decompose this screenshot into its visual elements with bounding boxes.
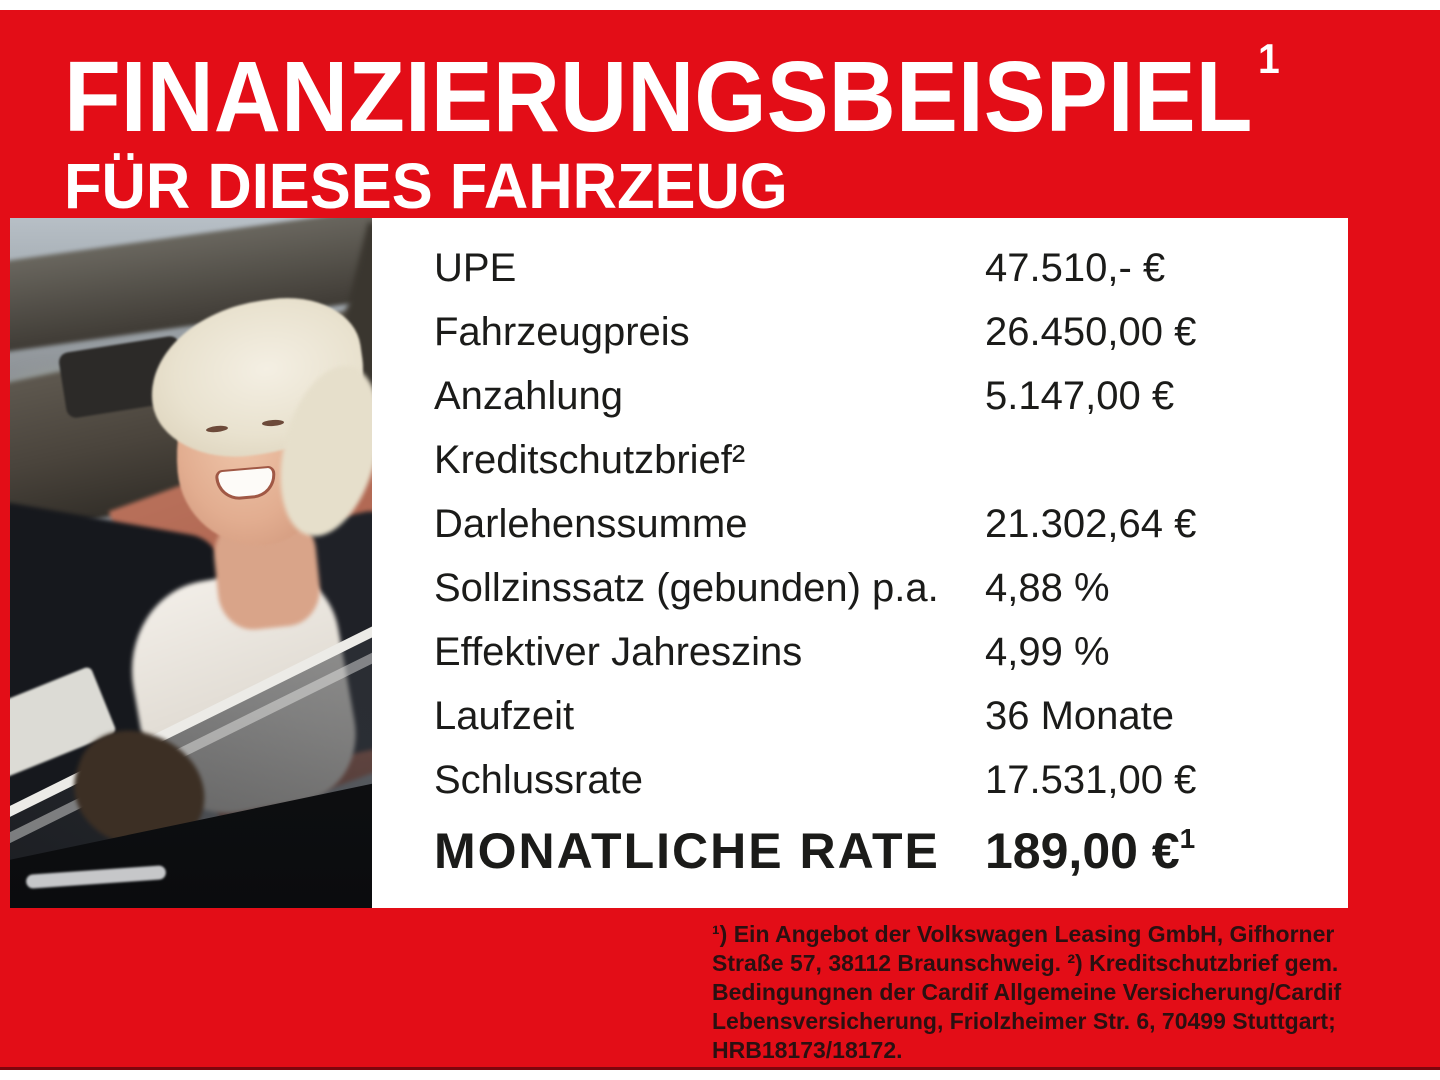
row-value: 47.510,- €: [985, 245, 1166, 290]
divider: [0, 1067, 1440, 1070]
row-label: Anzahlung: [434, 373, 624, 418]
header: FINANZIERUNGSBEISPIEL 1 FÜR DIESES FAHRZE…: [64, 35, 1371, 222]
table-row: Sollzinssatz (gebunden) p.a. 4,88 %: [434, 556, 1348, 620]
table-row: Kreditschutzbrief²: [434, 428, 1348, 492]
row-label: UPE: [434, 245, 517, 290]
table-row: Schlussrate 17.531,00 €: [434, 748, 1348, 812]
page-title: FINANZIERUNGSBEISPIEL 1: [64, 35, 1280, 148]
table-row: Anzahlung 5.147,00 €: [434, 364, 1348, 428]
row-label: Schlussrate: [434, 757, 643, 802]
footnote-line: Straße 57, 38112 Braunschweig. ²) Kredit…: [712, 950, 1339, 976]
row-value: 4,88 %: [985, 565, 1110, 610]
page-subtitle: FÜR DIESES FAHRZEUG: [64, 150, 788, 222]
row-value: 21.302,64 €: [985, 501, 1197, 546]
footnote-line: HRB18173/18172.: [712, 1037, 903, 1063]
row-label: Darlehenssumme: [434, 501, 748, 546]
monthly-rate-superscript: 1: [1179, 823, 1196, 854]
monthly-rate-amount: 189,00 €: [985, 823, 1180, 879]
monthly-rate-row: MONATLICHE RATE 189,00 €1: [434, 812, 1348, 890]
footnote-line: ¹) Ein Angebot der Volkswagen Leasing Gm…: [712, 921, 1335, 947]
table-row: Laufzeit 36 Monate: [434, 684, 1348, 748]
table-row: UPE 47.510,- €: [434, 236, 1348, 300]
row-label: Sollzinssatz (gebunden) p.a.: [434, 565, 939, 610]
row-value: 17.531,00 €: [985, 757, 1197, 802]
financing-table: UPE 47.510,- € Fahrzeugpreis 26.450,00 €…: [372, 218, 1348, 908]
row-value: 36 Monate: [985, 693, 1175, 738]
footnote: ¹) Ein Angebot der Volkswagen Leasing Gm…: [712, 920, 1372, 1065]
row-label: Laufzeit: [434, 693, 575, 738]
row-value: 26.450,00 €: [985, 309, 1197, 354]
footnote-line: Lebensversicherung, Friolzheimer Str. 6,…: [712, 1008, 1336, 1034]
row-value: 5.147,00 €: [985, 373, 1175, 418]
table-row: Darlehenssumme 21.302,64 €: [434, 492, 1348, 556]
page-title-text: FINANZIERUNGSBEISPIEL: [64, 41, 1253, 153]
row-value: 4,99 %: [985, 629, 1110, 674]
row-label: Kreditschutzbrief²: [434, 437, 746, 482]
page-title-superscript: 1: [1258, 35, 1280, 82]
monthly-rate-value: 189,00 €1: [985, 822, 1195, 880]
row-label: Effektiver Jahreszins: [434, 629, 803, 674]
table-row: Fahrzeugpreis 26.450,00 €: [434, 300, 1348, 364]
row-label: Fahrzeugpreis: [434, 309, 690, 354]
footnote-line: Bedingungnen der Cardif Allgemeine Versi…: [712, 979, 1342, 1005]
photo-woman-in-car: [10, 218, 372, 908]
table-row: Effektiver Jahreszins 4,99 %: [434, 620, 1348, 684]
monthly-rate-label: MONATLICHE RATE: [434, 823, 940, 879]
